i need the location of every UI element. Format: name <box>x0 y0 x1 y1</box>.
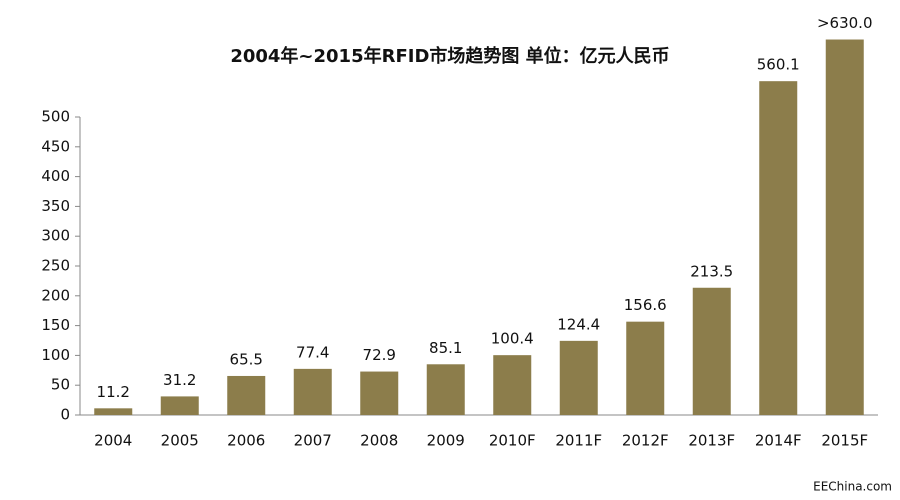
bar <box>160 396 199 415</box>
data-label: 65.5 <box>230 350 263 368</box>
x-tick-label: 2014F <box>755 432 802 450</box>
bar <box>360 371 399 415</box>
y-tick-label: 400 <box>41 167 70 185</box>
data-label: 100.4 <box>491 330 534 348</box>
data-label: 77.4 <box>296 343 329 361</box>
y-tick-label: 500 <box>41 108 70 126</box>
y-tick-label: 50 <box>51 376 70 394</box>
x-tick-label: 2007 <box>294 432 332 450</box>
data-label: 124.4 <box>557 315 600 333</box>
bar <box>559 340 598 415</box>
x-tick-label: 2004 <box>94 432 132 450</box>
bar <box>759 81 798 416</box>
x-tick-label: 2008 <box>360 432 398 450</box>
chart-title: 2004年~2015年RFID市场趋势图 单位：亿元人民币 <box>230 45 669 67</box>
bar <box>293 368 332 415</box>
bar <box>825 39 864 416</box>
bar <box>692 287 731 415</box>
x-tick-label: 2012F <box>622 432 669 450</box>
y-tick-label: 0 <box>60 406 70 424</box>
y-tick-label: 450 <box>41 137 70 155</box>
data-label: 31.2 <box>163 371 196 389</box>
data-label: 156.6 <box>624 296 667 314</box>
bar <box>94 408 133 415</box>
bar <box>227 375 266 415</box>
y-tick-label: 200 <box>41 286 70 304</box>
data-label: 72.9 <box>363 346 396 364</box>
x-tick-label: 2011F <box>555 432 602 450</box>
bar <box>493 355 532 415</box>
x-tick-label: 2009 <box>427 432 465 450</box>
x-tick-label: 2015F <box>821 432 868 450</box>
x-tick-label: 2010F <box>489 432 536 450</box>
watermark: EEChina.com <box>813 480 892 494</box>
x-tick-label: 2005 <box>161 432 199 450</box>
data-label: >630.0 <box>817 14 873 32</box>
y-tick-label: 300 <box>41 227 70 245</box>
y-tick-label: 100 <box>41 346 70 364</box>
bar <box>426 364 465 415</box>
x-tick-label: 2006 <box>227 432 265 450</box>
bar <box>626 321 665 415</box>
y-tick-label: 150 <box>41 316 70 334</box>
data-label: 560.1 <box>757 56 800 74</box>
data-label: 213.5 <box>690 262 733 280</box>
data-label: 11.2 <box>97 383 130 401</box>
x-tick-label: 2013F <box>688 432 735 450</box>
y-tick-label: 350 <box>41 197 70 215</box>
y-tick-label: 250 <box>41 257 70 275</box>
data-label: 85.1 <box>429 339 462 357</box>
